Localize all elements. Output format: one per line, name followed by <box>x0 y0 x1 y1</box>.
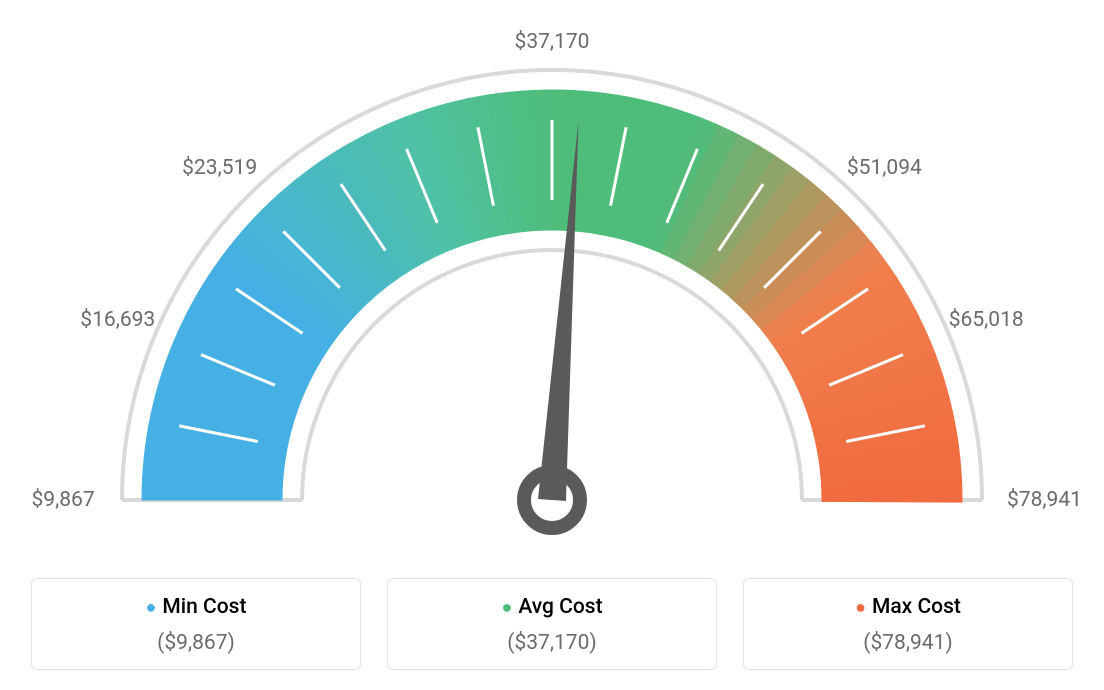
legend-title-min-text: Min Cost <box>162 595 246 619</box>
gauge-tick-label: $65,018 <box>949 308 1024 332</box>
dot-icon: ● <box>146 597 157 618</box>
gauge-svg <box>0 0 1104 550</box>
legend-value-min: ($9,867) <box>42 631 350 655</box>
dot-icon: ● <box>501 597 512 618</box>
legend-card-max: ● Max Cost ($78,941) <box>743 578 1073 670</box>
gauge-tick-label: $51,094 <box>847 156 922 180</box>
gauge-tick-label: $16,693 <box>80 308 155 332</box>
legend-value-max: ($78,941) <box>754 631 1062 655</box>
gauge-tick-label: $23,519 <box>182 156 257 180</box>
legend-row: ●Min Cost ($9,867) ●Avg Cost ($37,170) ●… <box>0 578 1104 670</box>
legend-title-max-text: Max Cost <box>872 595 961 619</box>
dot-icon: ● <box>855 597 866 618</box>
legend-value-avg: ($37,170) <box>398 631 706 655</box>
legend-title-avg: ● Avg Cost <box>398 595 706 619</box>
legend-title-min: ●Min Cost <box>42 595 350 619</box>
gauge-tick-label: $78,941 <box>1007 488 1082 512</box>
legend-card-avg: ● Avg Cost ($37,170) <box>387 578 717 670</box>
gauge-tick-label: $9,867 <box>31 488 94 512</box>
legend-title-max: ● Max Cost <box>754 595 1062 619</box>
gauge-chart: $9,867 $16,693 $23,519 $37,170 $51,094 $65,01… <box>0 0 1104 550</box>
gauge-tick-label: $37,170 <box>515 30 590 54</box>
legend-title-avg-text: Avg Cost <box>518 595 602 619</box>
legend-card-min: ●Min Cost ($9,867) <box>31 578 361 670</box>
